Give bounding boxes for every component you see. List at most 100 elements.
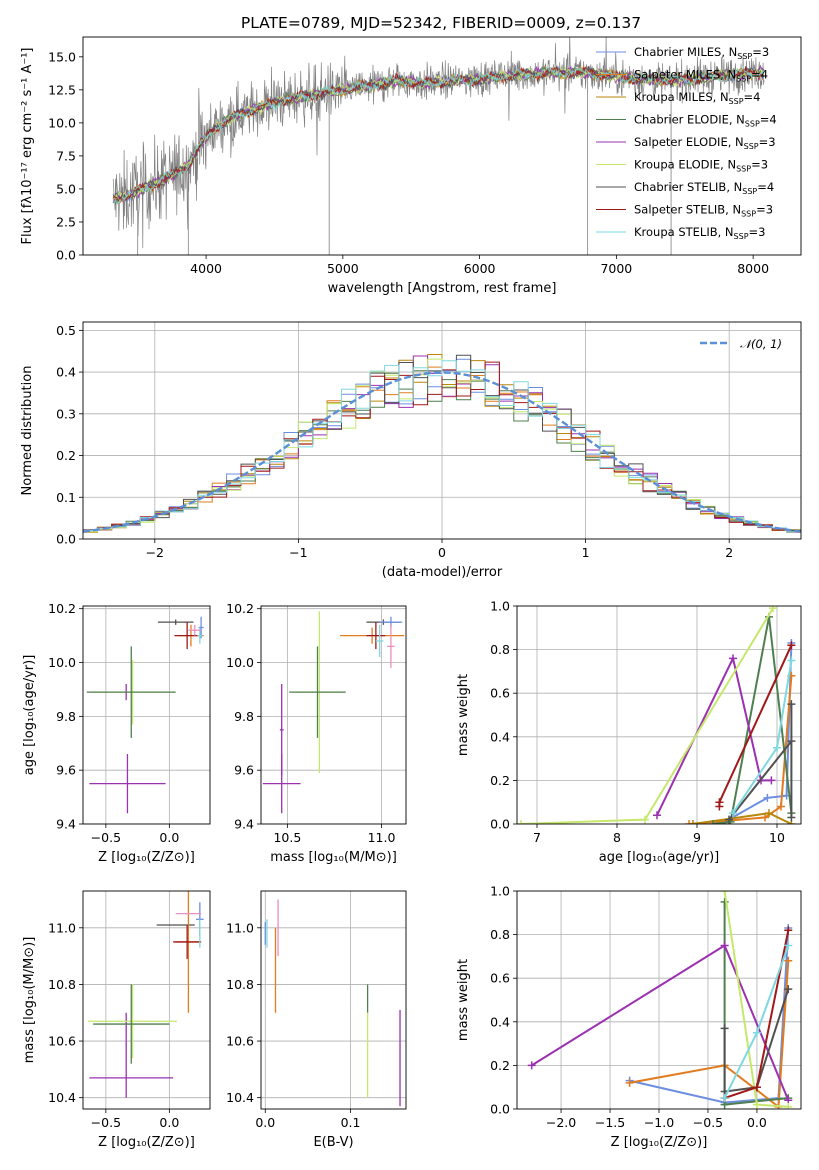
axes-frame [82,36,802,256]
axes-frame [82,890,211,1110]
y-tick-label: 0.1 [56,490,76,505]
mass-weight-marker [653,811,661,820]
y-tick-label: 2.5 [56,214,76,229]
mass-weight-marker [720,1024,729,1033]
legend-label: Kroupa STELIB, NSSP=3 [634,225,765,241]
mass-weight-line [629,960,790,1109]
x-tick-label: 2 [725,545,733,560]
y-tick-label: 10.0 [48,115,76,130]
mass-weight-marker [752,1028,761,1037]
errorbar-point [279,684,284,776]
panel-mass_weight_vs_age: 7 8 9 10 0.0 0.2 0.4 0.6 0.8 1.0 age [log₁₀(age/yr… [456,599,802,865]
x-axis-label: Z [log₁₀(Z/Z⊙)] [98,1135,195,1150]
x-tick-label: 0.0 [159,1115,179,1130]
y-tick-label: 10.8 [48,977,76,992]
axes-frame [82,321,802,540]
mass-weight-line [723,988,790,1093]
mass-weight-marker [527,1061,536,1070]
mass-weight-marker [761,813,769,822]
legend-label: Chabrier MILES, NSSP=3 [634,45,769,61]
y-tick-label: 10.4 [226,1090,254,1105]
mass-weight-marker [720,897,729,906]
axes-frame [82,605,211,825]
x-tick-label: 0.0 [159,830,179,845]
mass-weight-marker [784,1102,793,1109]
y-axis-label: age [log₁₀(age/yr)] [22,655,37,776]
mass-weight-line [688,675,793,824]
mass-weight-marker [784,926,793,935]
panel-residuals: −2 −1 0 1 2 0.0 0.1 0.2 0.3 0.4 0.5 (data-model)/er… [20,321,802,580]
panel-spectrum: 4000 5000 6000 7000 8000 0.0 2.5 5.0 7.5 10.0 12.5… [20,36,802,296]
mass-weight-marker [787,700,796,709]
plot-panels: 4000 5000 6000 7000 80000.02.55.07.510.012.5… [20,36,802,1150]
y-tick-label: 15.0 [48,49,76,64]
legend: Chabrier MILES, NSSP=3 Salpeter MILES, NS… [596,45,777,241]
y-axis-label: mass [log₁₀(M/M⊙)] [22,937,37,1064]
errorbar-point [174,622,200,650]
errorbar-point [173,924,202,959]
y-axis-label: mass weight [456,959,471,1041]
x-tick-label: −2 [146,545,164,560]
legend-label: Salpeter STELIB, NSSP=3 [634,203,773,219]
errorbar-point [387,624,395,668]
panel-age_vs_Z: −0.5 0.0 9.4 9.6 9.8 10.0 10.2 Z [log₁₀(Z/Z⊙)] a… [22,601,211,865]
x-tick-label: −0.5 [91,1115,121,1130]
panel-mass_vs_ebv: 0.0 0.1 10.4 10.6 10.8 11.0 E(B-V) [226,890,407,1150]
mass-weight-marker [641,815,649,824]
y-tick-label: 9.6 [234,763,254,778]
y-tick-label: 9.8 [56,709,76,724]
errorbar-point [93,984,170,1064]
plot-area [517,891,801,1109]
x-tick-label: 0.0 [747,1115,767,1130]
y-tick-label: 10.2 [226,601,254,616]
y-tick-label: 11.0 [48,920,76,935]
mass-weight-marker [784,956,793,965]
errorbar-point [375,624,384,658]
errorbar-point [188,624,202,636]
mass-weight-marker [765,809,773,818]
mass-weight-marker [729,809,737,818]
x-tick-label: −0.5 [693,1115,723,1130]
x-tick-label: −1 [289,545,307,560]
mass-weight-marker [787,813,796,822]
x-tick-label: 6000 [464,261,496,276]
legend-label: Kroupa ELODIE, NSSP=3 [634,158,768,174]
x-axis-label: E(B-V) [313,1135,353,1150]
y-tick-label: 7.5 [56,148,76,163]
x-tick-label: 4000 [190,261,222,276]
mass-weight-marker [752,1100,761,1109]
y-tick-label: 10.0 [226,655,254,670]
y-tick-label: 10.8 [226,977,254,992]
axes-frame [260,890,407,1110]
mass-weight-line [629,928,790,1104]
legend-label: Kroupa MILES, NSSP=4 [634,90,760,106]
mass-weight-marker [787,656,796,665]
x-tick-label: 0.0 [255,1115,275,1130]
axes-frame [260,605,407,825]
y-tick-label: 0.2 [56,448,76,463]
mass-weight-marker [784,941,793,950]
plot-area [83,322,801,539]
normal-reference-curve [83,371,801,533]
plot-area [83,606,210,824]
y-tick-label: 9.4 [56,817,76,832]
mass-weight-marker [709,820,717,824]
errorbar-point [89,754,166,814]
y-tick-label: 5.0 [56,181,76,196]
y-tick-label: 0.0 [56,532,76,547]
mass-weight-line [720,643,793,824]
errorbar-point [88,984,177,1059]
plot-area [112,37,765,255]
mass-weight-marker [767,776,776,785]
x-tick-label: 8 [613,830,621,845]
y-tick-label: 10.2 [48,601,76,616]
x-axis-label: mass [log₁₀(M/M⊙)] [270,850,397,865]
plot-area [517,606,801,824]
y-tick-label: 0.0 [490,817,510,832]
y-axis-label: Normed distribution [20,366,35,496]
y-tick-label: 10.4 [48,1090,76,1105]
plot-area [83,891,210,1109]
mass-weight-marker [689,820,697,824]
y-tick-label: 9.4 [234,817,254,832]
x-tick-label: 7000 [600,261,632,276]
